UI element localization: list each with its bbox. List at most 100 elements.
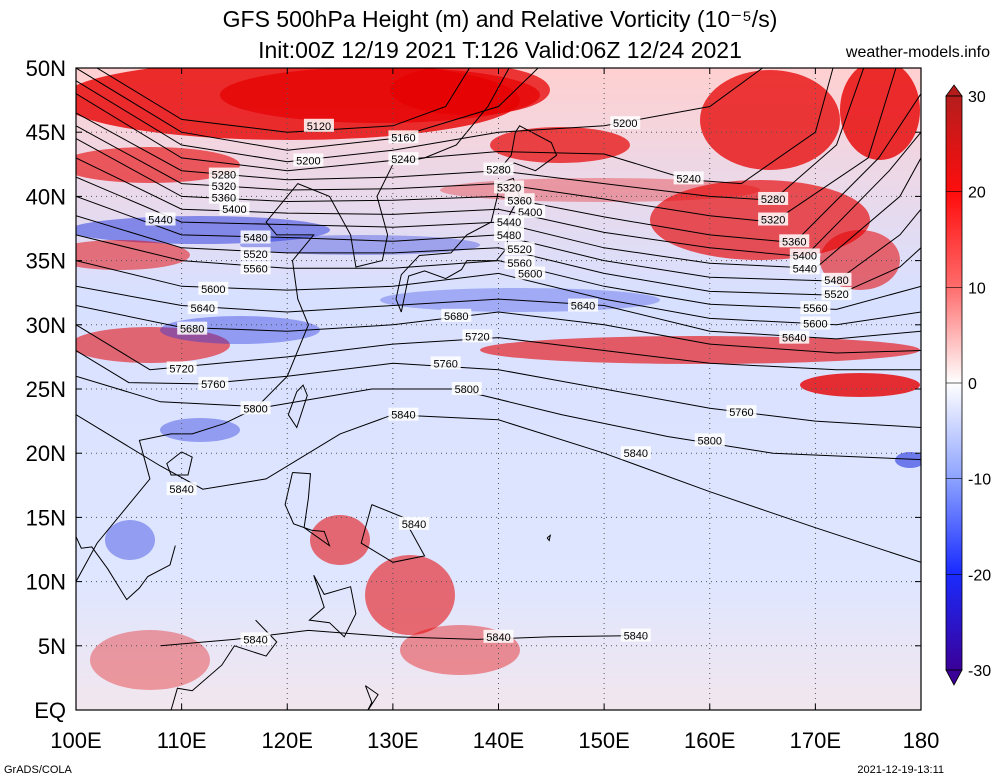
lat-label: 20N <box>26 441 66 466</box>
footer-timestamp: 2021-12-19-13:11 <box>857 764 944 776</box>
lat-label: 25N <box>26 377 66 402</box>
vorticity-blob-21 <box>90 630 210 690</box>
contour-label-bg <box>240 230 271 244</box>
coastline-5 <box>308 574 357 638</box>
colorbar-label: 30 <box>968 89 986 106</box>
contour-label-bg <box>388 407 419 421</box>
contour-label-bg <box>504 242 535 256</box>
coastline-6 <box>170 619 278 710</box>
lon-label: 150E <box>578 728 629 753</box>
height-contour-5160-1 <box>76 68 539 151</box>
contour-label-bg <box>483 162 514 176</box>
contour-label-5400: 5400 <box>518 207 542 219</box>
contour-label-5840: 5840 <box>391 410 415 422</box>
vorticity-blob-24 <box>895 452 921 468</box>
contour-label-bg <box>240 401 271 415</box>
vorticity-blob-4 <box>76 147 240 183</box>
vorticity-blob-10 <box>840 68 920 160</box>
colorbar-label: -20 <box>968 567 991 584</box>
lat-label: 40N <box>26 184 66 209</box>
contour-label-5440: 5440 <box>148 215 172 227</box>
contour-label-5320: 5320 <box>761 215 785 227</box>
contour-label-bg <box>483 629 514 643</box>
coastline-4 <box>284 472 331 547</box>
contour-label-5720: 5720 <box>169 363 193 375</box>
chart-title: GFS 500hPa Height (m) and Relative Vorti… <box>222 6 778 32</box>
contour-label-bg <box>451 382 482 395</box>
contour-label-5680: 5680 <box>180 324 204 336</box>
vorticity-blob-2 <box>390 68 550 115</box>
lon-label: 160E <box>684 728 735 753</box>
coastline-7 <box>76 536 176 601</box>
colorbar-min-arrow <box>945 669 963 686</box>
coastline-12 <box>546 534 552 542</box>
contour-label-5280: 5280 <box>761 194 785 206</box>
contour-label-5160: 5160 <box>391 132 415 144</box>
contour-label-5280: 5280 <box>212 170 236 182</box>
vorticity-blob-13 <box>480 336 920 364</box>
lat-label: 5N <box>38 634 66 659</box>
lat-label: 35N <box>26 249 66 274</box>
contour-label-bg <box>187 301 218 315</box>
contour-label-bg <box>388 130 419 144</box>
vorticity-blob-15 <box>76 327 230 363</box>
contour-label-5400: 5400 <box>793 250 817 262</box>
contour-label-5560: 5560 <box>803 303 827 315</box>
vorticity-blob-22 <box>160 418 240 442</box>
vorticity-blob-18 <box>365 555 455 635</box>
contour-label-bg <box>779 234 810 248</box>
contour-label-5640: 5640 <box>782 333 806 345</box>
contour-label-5480: 5480 <box>243 232 267 244</box>
contour-label-5480: 5480 <box>497 230 521 242</box>
colorbar-label: 0 <box>968 376 977 393</box>
latitude-labels: 50N 45N 40N 35N 30N 25N 20N 15N 10N 5N EQ <box>26 56 66 723</box>
contour-label-5120: 5120 <box>307 121 331 133</box>
contour-label-5240: 5240 <box>676 173 700 185</box>
height-contour-5440-8 <box>76 157 921 269</box>
contour-label-bg <box>240 632 271 646</box>
height-contour-5520-10 <box>76 215 921 296</box>
colorbar-max-arrow <box>945 84 963 97</box>
contour-label-bg <box>694 433 725 447</box>
site-watermark: weather-models.info <box>845 44 990 61</box>
contour-label-bg <box>758 191 789 205</box>
contour-label-5200: 5200 <box>296 155 320 167</box>
contour-label-bg <box>166 361 197 375</box>
contour-label-5720: 5720 <box>465 331 489 343</box>
contour-label-5800: 5800 <box>455 384 479 396</box>
contour-label-bg <box>441 308 472 322</box>
contour-label-5440: 5440 <box>793 263 817 275</box>
contour-label-bg <box>789 248 820 262</box>
contour-label-bg <box>515 266 546 280</box>
chart-subtitle: Init:00Z 12/19 2021 T:126 Valid:06Z 12/2… <box>258 37 742 63</box>
lat-label: 50N <box>26 56 66 81</box>
contour-label-bg <box>198 281 229 295</box>
contour-label-5840: 5840 <box>243 634 267 646</box>
lon-label: 120E <box>262 728 313 753</box>
contour-label-5840: 5840 <box>402 519 426 531</box>
contour-label-5480: 5480 <box>824 275 848 287</box>
vorticity-blob-14 <box>800 373 920 397</box>
lon-label: 170E <box>790 728 841 753</box>
contour-label-5360: 5360 <box>507 195 531 207</box>
axis-ticks <box>75 67 922 711</box>
height-contour-5680-14 <box>76 305 921 354</box>
coastline-0 <box>76 68 510 582</box>
contour-label-5280: 5280 <box>486 164 510 176</box>
contour-label-5560: 5560 <box>243 263 267 275</box>
contour-label-5320: 5320 <box>497 182 521 194</box>
contour-label-5600: 5600 <box>201 284 225 296</box>
colorbar-label: -10 <box>968 472 991 489</box>
colorbar-labels: 30 20 10 0 -10 -20 -30 <box>946 89 991 680</box>
contour-label-bg <box>430 356 461 370</box>
contour-label-5760: 5760 <box>433 358 457 370</box>
contour-label-5520: 5520 <box>243 249 267 261</box>
contour-label-bg <box>177 321 208 335</box>
contour-label-bg <box>821 272 852 286</box>
lon-label: 130E <box>367 728 418 753</box>
contour-label-5520: 5520 <box>824 289 848 301</box>
contour-label-bg <box>800 301 831 315</box>
contour-label-5680: 5680 <box>444 311 468 323</box>
